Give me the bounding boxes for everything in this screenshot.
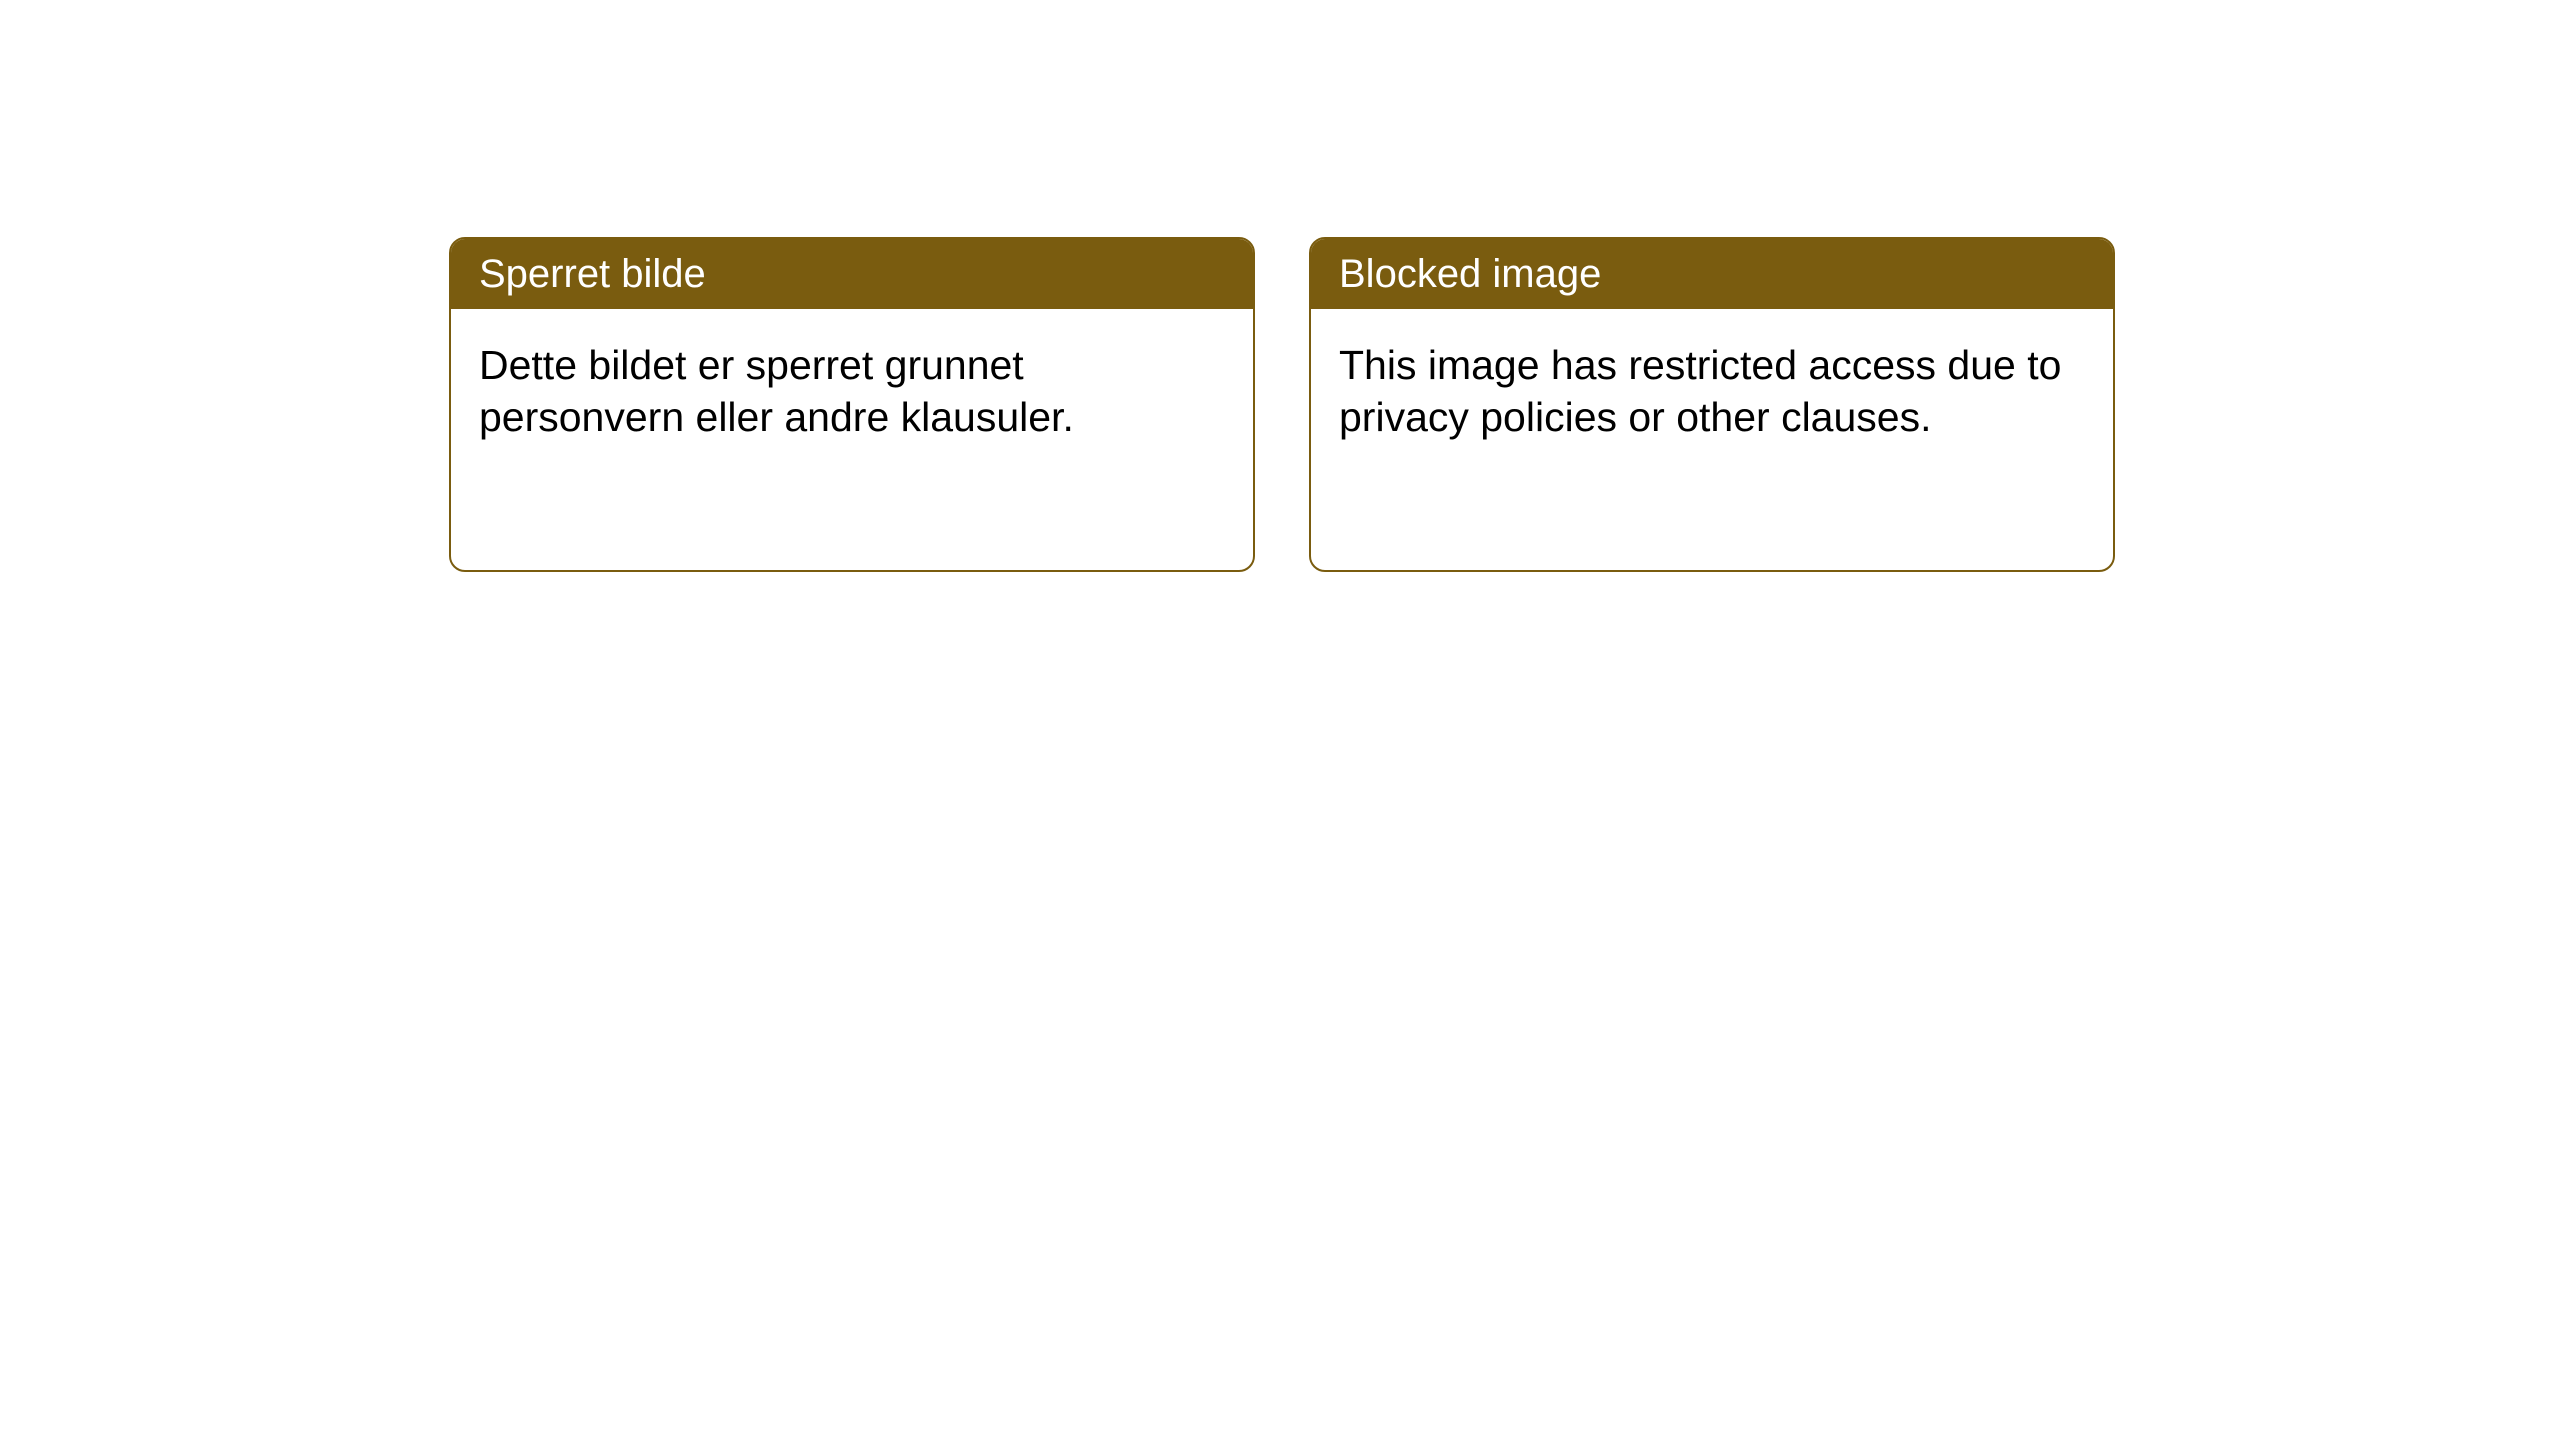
notice-body-en: This image has restricted access due to … — [1311, 309, 2113, 474]
notice-container: Sperret bilde Dette bildet er sperret gr… — [449, 237, 2115, 572]
notice-title-en: Blocked image — [1311, 239, 2113, 309]
notice-body-no: Dette bildet er sperret grunnet personve… — [451, 309, 1253, 474]
notice-card-en: Blocked image This image has restricted … — [1309, 237, 2115, 572]
notice-card-no: Sperret bilde Dette bildet er sperret gr… — [449, 237, 1255, 572]
notice-title-no: Sperret bilde — [451, 239, 1253, 309]
